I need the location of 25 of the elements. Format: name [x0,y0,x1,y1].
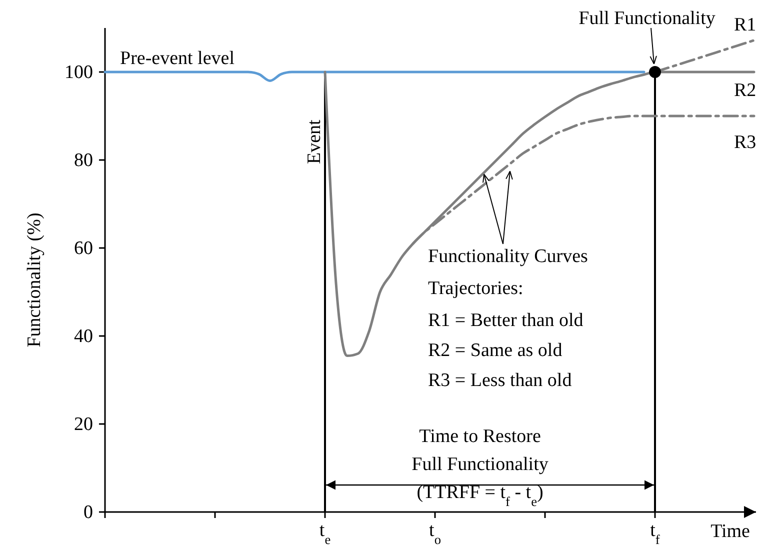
series-label: R2 [734,80,756,101]
annotation: R1 = Better than old [428,310,584,331]
annotation: (TTRFF = t$_{f}$ - t$_{e}$) [416,482,544,508]
y-tick-label: 100 [64,62,93,83]
y-tick-label: 40 [74,326,93,347]
annotation: R2 = Same as old [428,340,563,361]
y-tick-label: 0 [84,502,93,523]
annotation: Time to Restore [419,426,541,447]
y-tick-label: 80 [74,150,93,171]
annotation: Full Functionality [412,454,549,475]
y-tick-label: 60 [74,238,93,259]
annotation: Full Functionality [578,8,716,29]
annotation: Functionality Curves [428,246,588,267]
x-tick-label: t$_{f}$ [650,520,660,545]
series-label: Pre-event level [120,48,234,69]
y-axis-title: Functionality (%) [24,212,45,348]
x-tick-label: t$_{e}$ [319,520,331,545]
y-tick-label: 20 [74,414,93,435]
ref-line-label: Event [304,118,325,164]
x-tick-label: t$_{o}$ [429,520,442,545]
annotation: R3 = Less than old [428,370,572,391]
annotation: Trajectories: [428,278,524,299]
series-label: R3 [734,132,756,153]
series-label: R1 [734,14,756,36]
x-axis-title: Time [710,521,750,542]
